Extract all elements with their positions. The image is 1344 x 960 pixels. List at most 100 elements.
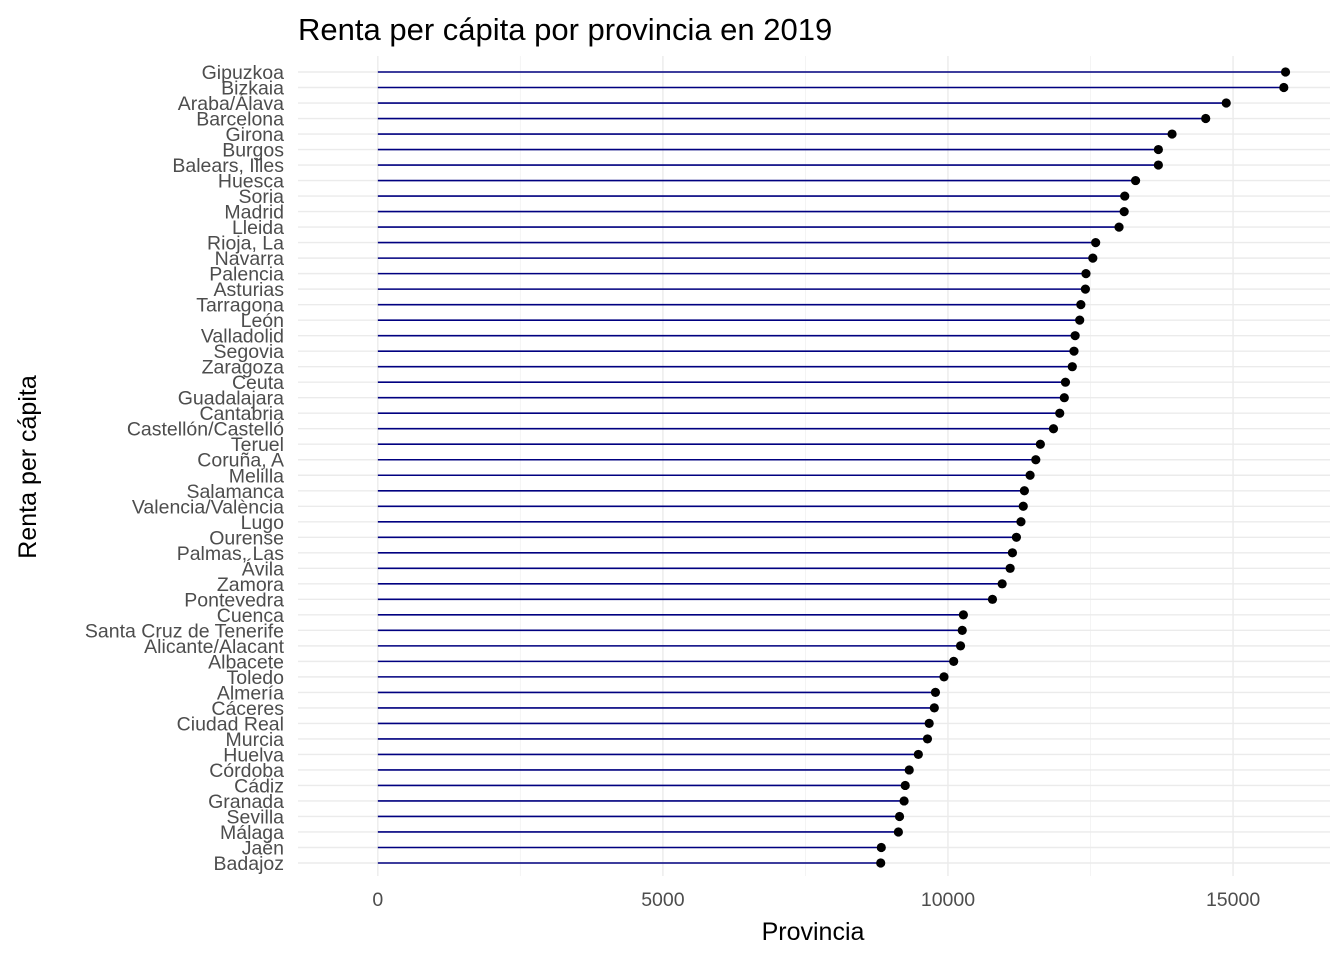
y-category-label: Madrid [224,202,284,224]
y-category-label: Zamora [217,574,284,596]
lollipop-point [1091,238,1101,248]
lollipop-point [904,765,914,775]
lollipop-point [955,641,966,651]
lollipop-point [1153,144,1163,155]
y-category-label: Sevilla [227,806,285,828]
lollipop-point [876,858,886,868]
y-category-label: Girona [225,124,284,146]
lollipop-point [1019,486,1029,496]
lollipop-point [900,780,910,791]
lollipop-point [1130,175,1141,186]
lollipop-point [1005,563,1015,573]
y-category-label: Murcia [225,729,284,751]
lollipop-points [876,67,1291,868]
x-tick-label: 0 [372,889,383,911]
lollipop-point [958,610,968,620]
lollipop-point [1076,300,1086,310]
x-tick-label: 15000 [1206,889,1260,911]
y-category-label: Alicante/Alacant [144,636,284,658]
y-category-label: Almería [217,682,284,704]
y-category-label: Ourense [209,527,284,549]
lollipop-point [1119,206,1129,217]
y-axis-title: Renta per cápita [14,375,42,559]
lollipop-point [1067,362,1077,372]
lollipop-point [939,672,949,682]
y-category-label: Zaragoza [202,357,285,379]
lollipop-point [1075,315,1085,325]
lollipop-point [987,594,998,604]
lollipop-point [1167,129,1177,139]
lollipop-point [1221,98,1231,108]
y-category-label: Palmas, Las [177,543,285,565]
y-category-label: Tarragona [196,295,284,317]
lollipop-point [1035,439,1045,449]
lollipop-point [1280,67,1291,77]
lollipop-point [1007,548,1018,558]
y-category-label: Rioja, La [207,233,284,255]
lollipop-point [930,687,941,697]
y-category-label: Córdoba [209,760,284,782]
lollipop-segments [377,71,1286,864]
y-category-label: Barcelona [196,109,284,131]
lollipop-point [922,734,933,744]
y-category-label: Granada [208,791,284,813]
lollipop-point [924,718,934,729]
lollipop-point [1060,377,1071,387]
lollipop-point [894,811,905,822]
lollipop-point [1114,222,1124,232]
lollipop-point [1025,470,1035,480]
y-category-label: Toledo [227,667,285,689]
y-category-label: Badajoz [214,853,284,875]
x-axis-title: Provincia [762,918,865,946]
y-category-label: Salamanca [186,481,284,503]
lollipop-point [1011,532,1022,542]
lollipop-point [1081,269,1091,279]
y-category-label: Cuenca [217,605,284,627]
y-category-label: Málaga [220,822,284,844]
y-category-label: Palencia [209,264,284,286]
lollipop-point [876,842,886,853]
lollipop-point [893,827,903,837]
lollipop-point [1080,284,1090,294]
y-category-label: Cantabria [199,403,284,425]
y-category-label: Araba/Álava [178,92,284,115]
x-axis-tick-labels: 0 5000 10000 15000 [372,889,1260,911]
y-category-label: Jaén [242,837,284,859]
lollipop-point [957,625,967,635]
y-category-label: Ávila [242,557,284,580]
y-category-label: Pontevedra [184,589,284,611]
y-category-label: Valladolid [201,326,284,348]
lollipop-point [913,749,923,760]
lollipop-point [1120,191,1130,201]
lollipop-point [949,656,959,666]
y-category-label: Asturias [214,279,285,301]
x-tick-label: 10000 [921,889,975,911]
lollipop-point [1018,501,1028,511]
y-category-label: Cáceres [211,698,284,720]
y-category-label: Guadalajara [178,388,284,410]
y-category-label: Teruel [231,434,284,456]
y-category-label: León [241,310,284,332]
lollipop-point [1070,331,1080,341]
y-category-label: Cádiz [234,775,284,797]
lollipop-point [1088,253,1098,263]
lollipop-point [1201,113,1211,124]
y-category-label: Valencia/València [132,496,284,518]
y-category-label: Huesca [218,171,284,193]
y-category-label: Navarra [215,248,285,270]
y-category-label: Lugo [241,512,285,534]
y-category-label: Castellón/Castelló [127,419,284,441]
lollipop-point [899,796,909,806]
lollipop-point [997,579,1007,589]
y-category-label: Lleida [232,217,284,239]
y-category-label: Soria [238,186,284,208]
lollipop-point [929,703,939,713]
lollipop-point [1055,408,1065,418]
y-axis-category-labels: GipuzkoaBizkaiaAraba/ÁlavaBarcelonaGiron… [85,62,285,875]
y-category-label: Huelva [223,744,284,766]
x-tick-label: 5000 [641,889,685,911]
chart-title: Renta per cápita por provincia en 2019 [298,12,832,47]
y-category-label: Melilla [229,465,284,487]
y-category-label: Coruña, A [197,450,284,472]
